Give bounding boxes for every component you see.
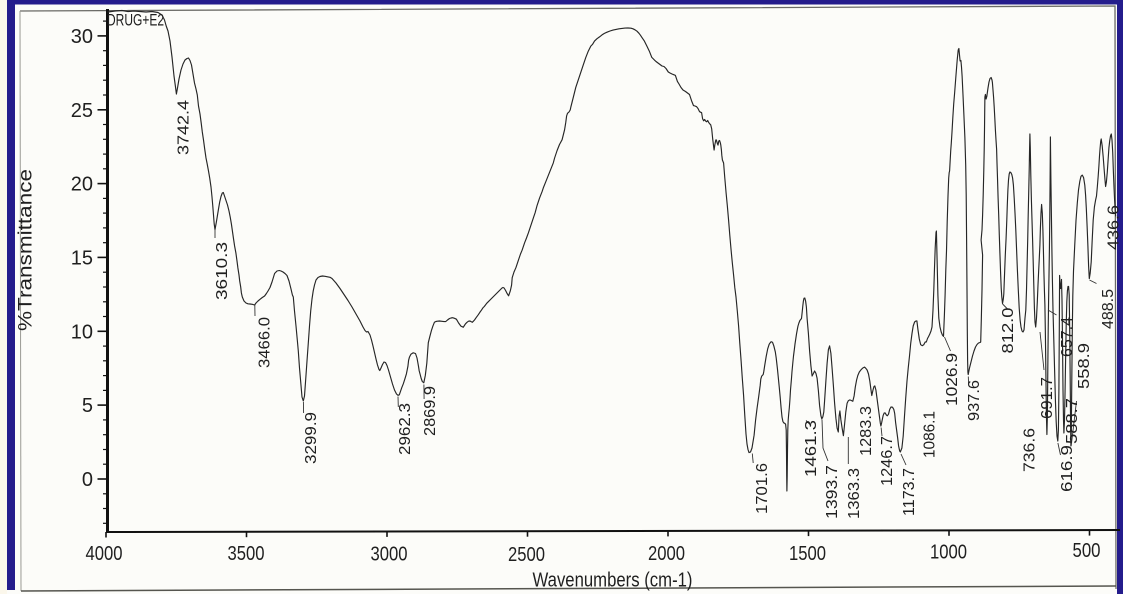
svg-text:5: 5: [82, 395, 93, 417]
svg-text:1363.3: 1363.3: [846, 468, 863, 519]
svg-text:2000: 2000: [648, 543, 685, 565]
svg-text:30: 30: [71, 26, 93, 48]
svg-text:%Transmittance: %Transmittance: [16, 169, 37, 331]
svg-text:1026.9: 1026.9: [944, 353, 961, 406]
svg-text:0: 0: [82, 469, 93, 491]
svg-text:558.9: 558.9: [1076, 343, 1093, 389]
svg-text:1173.7: 1173.7: [901, 468, 918, 516]
svg-text:2500: 2500: [508, 544, 545, 566]
svg-text:937.6: 937.6: [966, 380, 983, 421]
svg-text:3610.3: 3610.3: [214, 242, 231, 300]
svg-text:1461.3: 1461.3: [803, 420, 820, 477]
svg-text:Wavenumbers (cm-1): Wavenumbers (cm-1): [533, 570, 693, 592]
svg-text:691.7: 691.7: [1039, 377, 1056, 419]
svg-text:3000: 3000: [371, 544, 408, 566]
svg-text:DRUG+E2: DRUG+E2: [107, 12, 164, 30]
svg-text:1283.3: 1283.3: [858, 406, 875, 456]
svg-text:3742.4: 3742.4: [176, 100, 193, 155]
svg-text:1500: 1500: [789, 543, 826, 565]
svg-text:3466.0: 3466.0: [257, 317, 274, 368]
svg-text:588.7: 588.7: [1064, 398, 1081, 444]
svg-text:657.4: 657.4: [1059, 317, 1076, 357]
svg-text:3500: 3500: [228, 543, 265, 565]
svg-text:10: 10: [71, 321, 93, 343]
svg-text:4000: 4000: [86, 543, 123, 565]
svg-text:736.6: 736.6: [1022, 428, 1039, 472]
svg-text:2869.9: 2869.9: [422, 386, 439, 436]
svg-text:1393.7: 1393.7: [824, 465, 841, 519]
svg-text:2962.3: 2962.3: [397, 403, 414, 455]
svg-text:500: 500: [1073, 540, 1101, 562]
svg-text:15: 15: [71, 247, 93, 269]
svg-text:1000: 1000: [930, 542, 967, 564]
svg-text:436.6: 436.6: [1106, 205, 1123, 250]
svg-text:25: 25: [71, 100, 93, 122]
svg-text:1246.7: 1246.7: [879, 436, 896, 486]
svg-text:616.9: 616.9: [1059, 445, 1076, 492]
svg-text:20: 20: [71, 174, 93, 196]
svg-text:812.0: 812.0: [1000, 307, 1017, 353]
svg-text:3299.9: 3299.9: [303, 412, 320, 464]
svg-text:1701.6: 1701.6: [754, 463, 771, 514]
svg-text:488.5: 488.5: [1100, 289, 1117, 329]
svg-text:1086.1: 1086.1: [922, 411, 939, 458]
